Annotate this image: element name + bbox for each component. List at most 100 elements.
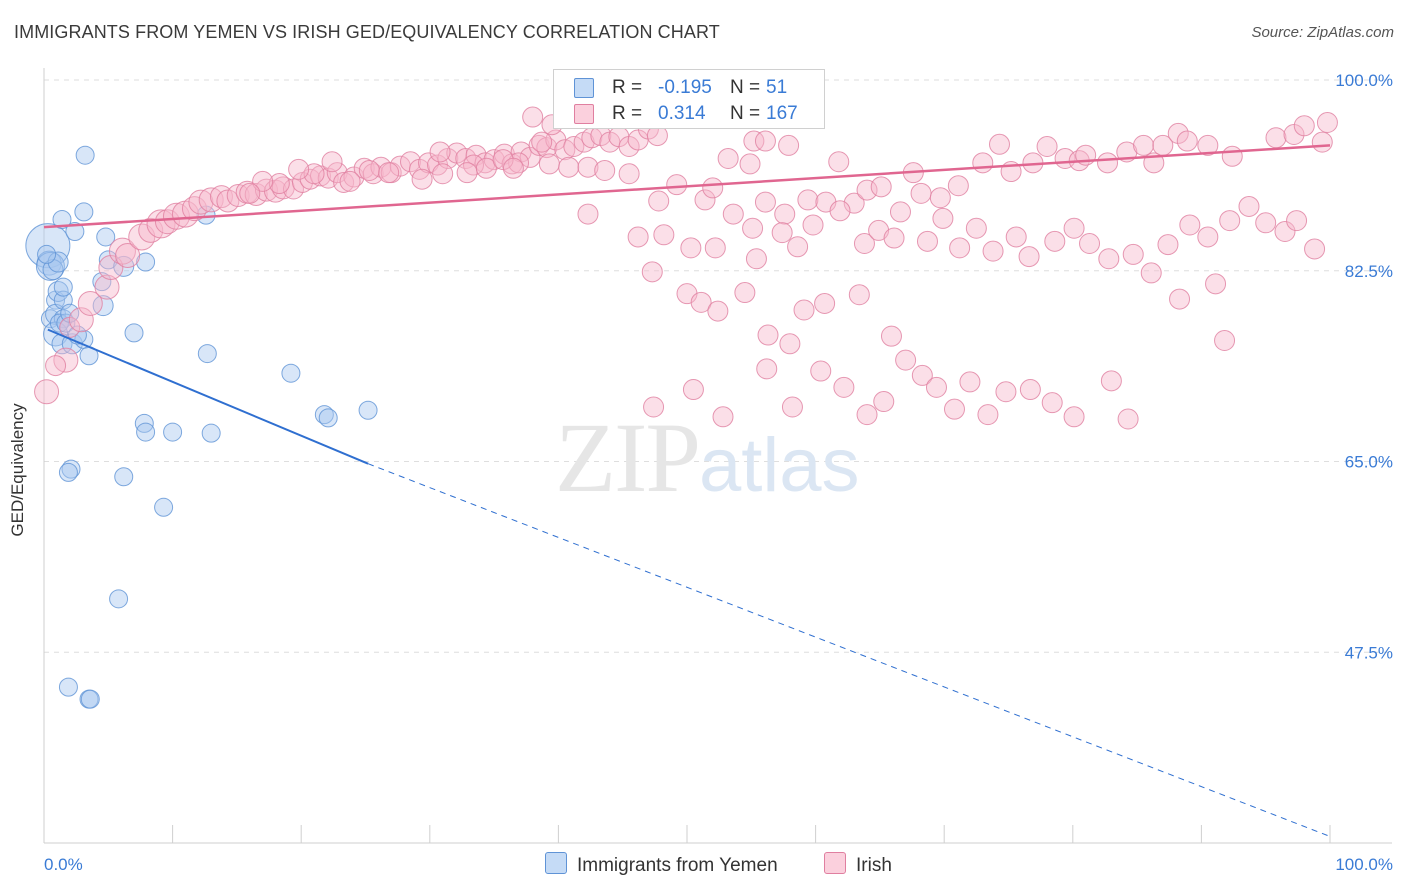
- point-yemen-47: [80, 689, 100, 709]
- point-irish-86: [475, 157, 497, 179]
- point-irish-181: [779, 333, 801, 355]
- point-irish-144: [787, 236, 809, 258]
- point-irish-198: [1169, 288, 1191, 310]
- point-irish-161: [1098, 248, 1120, 270]
- point-yemen-34: [318, 408, 338, 428]
- point-irish-116: [988, 133, 1010, 155]
- bottom-legend-label-yemen: Immigrants from Yemen: [577, 855, 778, 876]
- point-irish-112: [910, 182, 932, 204]
- point-irish-74: [411, 168, 433, 190]
- point-irish-13: [154, 209, 180, 235]
- y-tick-label-1: 65.0%: [1345, 453, 1393, 472]
- stats-legend: R = -0.195 N = 51 R = 0.314 N = 167: [553, 69, 825, 129]
- point-yemen-11: [43, 321, 69, 347]
- point-irish-9: [115, 242, 141, 268]
- point-irish-5: [77, 290, 103, 316]
- point-irish-73: [531, 131, 553, 153]
- legend-n-label-irish: N =: [730, 103, 761, 124]
- point-irish-141: [742, 217, 764, 239]
- point-irish-183: [814, 292, 836, 314]
- point-irish-146: [829, 200, 851, 222]
- point-yemen-24: [92, 295, 114, 317]
- legend-r-label-irish: R =: [612, 103, 643, 124]
- point-yemen-23: [92, 272, 112, 292]
- point-irish-4: [68, 307, 94, 333]
- point-irish-164: [1157, 234, 1179, 256]
- point-irish-174: [627, 226, 649, 248]
- point-irish-109: [856, 179, 878, 201]
- point-irish-206: [810, 360, 832, 382]
- legend-swatch-yemen: [574, 78, 594, 98]
- point-yemen-42: [114, 467, 134, 487]
- x-tick-label-0: 0.0%: [44, 855, 83, 874]
- point-irish-162: [1122, 243, 1144, 265]
- point-irish-75: [358, 159, 380, 181]
- chart-title: IMMIGRANTS FROM YEMEN VS IRISH GED/EQUIV…: [14, 22, 720, 42]
- point-irish-91: [577, 156, 599, 178]
- point-irish-98: [717, 147, 739, 169]
- point-irish-143: [771, 222, 793, 244]
- y-tick-label-2: 82.5%: [1345, 262, 1393, 281]
- point-yemen-37: [136, 422, 156, 442]
- point-irish-11: [138, 217, 164, 243]
- point-irish-167: [1219, 210, 1241, 232]
- trendline-yemen: [47, 328, 369, 465]
- point-irish-40: [400, 151, 422, 173]
- point-irish-172: [1304, 238, 1326, 260]
- point-irish-165: [1179, 214, 1201, 236]
- point-irish-173: [577, 203, 599, 225]
- point-irish-82: [239, 182, 261, 204]
- point-irish-208: [856, 404, 878, 426]
- point-irish-166: [1197, 226, 1219, 248]
- point-irish-84: [432, 163, 454, 185]
- point-irish-163: [1140, 262, 1162, 284]
- point-irish-2: [45, 355, 67, 377]
- point-irish-157: [1018, 246, 1040, 268]
- point-irish-184: [848, 284, 870, 306]
- point-irish-129: [1176, 130, 1198, 152]
- point-irish-187: [911, 364, 933, 386]
- point-irish-19: [209, 185, 233, 209]
- point-yemen-21: [74, 202, 94, 222]
- point-yemen-25: [96, 227, 116, 247]
- point-irish-85: [456, 162, 478, 184]
- point-irish-81: [252, 170, 274, 192]
- point-yemen-49: [53, 277, 73, 297]
- trendline-irish: [43, 144, 1331, 229]
- point-irish-54: [528, 134, 550, 156]
- legend-row-yemen: R = -0.195 N = 51: [554, 75, 824, 101]
- point-irish-142: [745, 248, 767, 270]
- y-tick-label-3: 100.0%: [1335, 71, 1393, 90]
- point-irish-158: [1044, 230, 1066, 252]
- point-irish-200: [1214, 330, 1236, 352]
- legend-r-value-yemen: -0.195: [658, 77, 712, 98]
- point-irish-194: [1041, 392, 1063, 414]
- point-irish-110: [870, 176, 892, 198]
- point-irish-70: [429, 141, 451, 163]
- x-tick-label-1: 100.0%: [1335, 855, 1393, 874]
- point-irish-156: [1005, 226, 1027, 248]
- point-yemen-13: [56, 313, 76, 333]
- point-yemen-31: [197, 344, 217, 364]
- bottom-legend-swatch-yemen: [545, 852, 567, 874]
- point-irish-103: [754, 191, 776, 213]
- point-irish-190: [959, 371, 981, 393]
- point-irish-58: [563, 135, 585, 157]
- point-yemen-12: [49, 313, 69, 333]
- point-irish-188: [925, 376, 947, 398]
- point-irish-114: [947, 175, 969, 197]
- point-irish-137: [653, 224, 675, 246]
- point-irish-132: [1265, 127, 1287, 149]
- y-tick-label-0: 47.5%: [1345, 643, 1393, 662]
- bottom-legend-label-irish: Irish: [856, 855, 892, 876]
- point-irish-204: [756, 358, 778, 380]
- point-yemen-40: [61, 459, 81, 479]
- point-irish-209: [873, 391, 895, 413]
- point-irish-80: [268, 173, 290, 195]
- point-irish-189: [943, 398, 965, 420]
- legend-r-value-irish: 0.314: [658, 103, 706, 124]
- point-yemen-48: [37, 244, 57, 264]
- point-irish-140: [722, 203, 744, 225]
- point-irish-193: [1019, 379, 1041, 401]
- point-irish-95: [666, 174, 688, 196]
